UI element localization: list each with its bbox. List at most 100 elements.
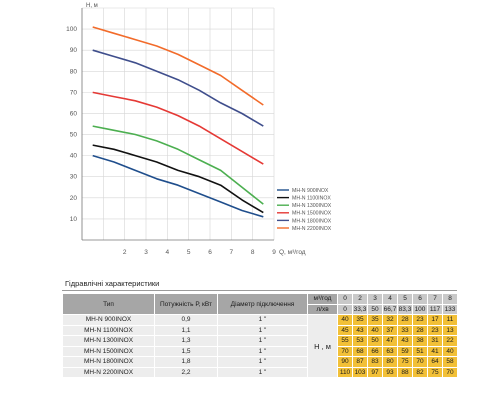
head-value-cell: 82 — [412, 366, 428, 378]
table-row: MH-N 1300INOX 1,3 1 " 55 53 50 47 43 38 31 22 — [62, 335, 473, 347]
y-tick-label: 50 — [70, 132, 78, 139]
head-value-cell: 35 — [367, 314, 383, 326]
table-row: MH-N 1800INOX 1,8 1 " 90 87 83 80 75 70 64 58 — [62, 356, 473, 368]
head-value-cell: 70 — [442, 366, 458, 378]
y-tick-label: 90 — [70, 47, 78, 54]
head-value-cell: 97 — [367, 366, 383, 378]
pump-type-cell: MH-N 1300INOX — [62, 335, 155, 347]
q-m3h-cell: 6 — [412, 293, 428, 305]
table-row: MH-N 900INOX 0,9 1 " Н , м 40 35 35 32 28 23 17 11 — [62, 314, 473, 378]
head-value-cell: 33 — [397, 324, 413, 336]
head-value-cell: 70 — [412, 356, 428, 368]
head-value-cell: 41 — [427, 345, 443, 357]
pump-type-cell: MH-N 2200INOX — [62, 366, 155, 378]
x-tick-label: 4 — [166, 249, 170, 256]
q-lmin-cell: 117 — [427, 303, 443, 315]
pump-type-cell: MH-N 1800INOX — [62, 356, 155, 368]
head-value-cell: 64 — [427, 356, 443, 368]
q-lmin-cell: 83,3 — [397, 303, 413, 315]
header-q-lmin: л/хв — [307, 303, 338, 315]
table-row: MH-N 1100INOX 1,1 1 " 45 43 40 37 33 28 23 13 — [62, 324, 473, 336]
legend-label: MH-N 1100INOX — [292, 196, 331, 202]
q-m3h-cell: 3 — [367, 293, 383, 305]
q-m3h-cell: 4 — [382, 293, 398, 305]
y-tick-label: 30 — [70, 174, 78, 181]
head-value-cell: 28 — [397, 314, 413, 326]
header-power: Потужність Р, кВт — [154, 293, 218, 315]
head-value-cell: 68 — [352, 345, 368, 357]
pump-type-cell: MH-N 1100INOX — [62, 324, 155, 336]
head-value-cell: 83 — [367, 356, 383, 368]
legend-label: MH-N 2200INOX — [292, 226, 332, 232]
head-value-cell: 55 — [337, 335, 353, 347]
head-value-cell: 23 — [427, 324, 443, 336]
head-value-cell: 110 — [337, 366, 353, 378]
head-value-cell: 22 — [442, 335, 458, 347]
y-tick-label: 70 — [70, 89, 78, 96]
head-value-cell: 13 — [442, 324, 458, 336]
head-value-cell: 40 — [442, 345, 458, 357]
power-cell: 1,3 — [154, 335, 218, 347]
head-value-cell: 43 — [352, 324, 368, 336]
head-value-cell: 75 — [397, 356, 413, 368]
pump-type-cell: MH-N 900INOX — [62, 314, 155, 326]
head-value-cell: 87 — [352, 356, 368, 368]
q-m3h-cell: 5 — [397, 293, 413, 305]
head-value-cell: 59 — [397, 345, 413, 357]
x-tick-label: 6 — [208, 249, 212, 256]
legend-label: MH-N 1300INOX — [292, 203, 332, 209]
diameter-cell: 1 " — [217, 324, 308, 336]
series-line — [92, 26, 264, 106]
head-value-cell: 43 — [397, 335, 413, 347]
power-cell: 2,2 — [154, 366, 218, 378]
header-q-m3h: м³/год — [307, 293, 338, 305]
head-value-cell: 40 — [337, 314, 353, 326]
head-value-cell: 51 — [412, 345, 428, 357]
q-m3h-cell: 8 — [442, 293, 458, 305]
head-value-cell: 58 — [442, 356, 458, 368]
q-lmin-cell: 50 — [367, 303, 383, 315]
y-tick-label: 20 — [70, 195, 78, 202]
head-value-cell: 80 — [382, 356, 398, 368]
head-value-cell: 45 — [337, 324, 353, 336]
x-tick-label: 5 — [187, 249, 191, 256]
chart-grid — [82, 7, 275, 240]
head-value-cell: 11 — [442, 314, 458, 326]
y-tick-label: 60 — [70, 110, 78, 117]
chart-axes: H, м Q, м³/год — [81, 3, 306, 256]
head-value-cell: 32 — [382, 314, 398, 326]
header-type: Тип — [62, 293, 155, 315]
x-tick-label: 7 — [230, 249, 234, 256]
table-title: Гідравлічні характеристики — [65, 279, 160, 288]
pump-curve-chart: H, м Q, м³/год 2 3 4 5 6 7 8 9 10 20 30 40 50 60 70 80 9… — [66, 3, 332, 256]
x-tick-label: 8 — [251, 249, 255, 256]
series-line — [92, 125, 264, 205]
x-tick-label: 3 — [144, 249, 148, 256]
head-value-cell: 63 — [382, 345, 398, 357]
series-line — [92, 49, 264, 127]
table-row: MH-N 1500INOX 1,5 1 " 70 68 66 63 59 51 41 40 — [62, 345, 473, 357]
x-tick-label: 9 — [272, 249, 276, 256]
y-tick-label: 100 — [66, 26, 77, 33]
chart-series — [92, 26, 264, 218]
head-unit-cell: Н , м — [307, 314, 338, 378]
q-m3h-cell: 7 — [427, 293, 443, 305]
x-axis-label: Q, м³/год — [279, 249, 306, 256]
q-m3h-cell: 2 — [352, 293, 368, 305]
q-lmin-cell: 133 — [442, 303, 458, 315]
head-value-cell: 75 — [427, 366, 443, 378]
head-value-cell: 53 — [352, 335, 368, 347]
header-diameter: Діаметр підключення — [217, 293, 308, 315]
head-value-cell: 88 — [397, 366, 413, 378]
head-value-cell: 93 — [382, 366, 398, 378]
pump-type-cell: MH-N 1500INOX — [62, 345, 155, 357]
hydraulic-specs-table: Тип Потужність Р, кВт Діаметр підключенн… — [62, 293, 473, 378]
y-tick-label: 80 — [70, 68, 78, 75]
y-tick-label: 10 — [70, 216, 78, 223]
head-value-cell: 17 — [427, 314, 443, 326]
head-value-cell: 35 — [352, 314, 368, 326]
power-cell: 1,5 — [154, 345, 218, 357]
head-value-cell: 103 — [352, 366, 368, 378]
power-cell: 0,9 — [154, 314, 218, 326]
